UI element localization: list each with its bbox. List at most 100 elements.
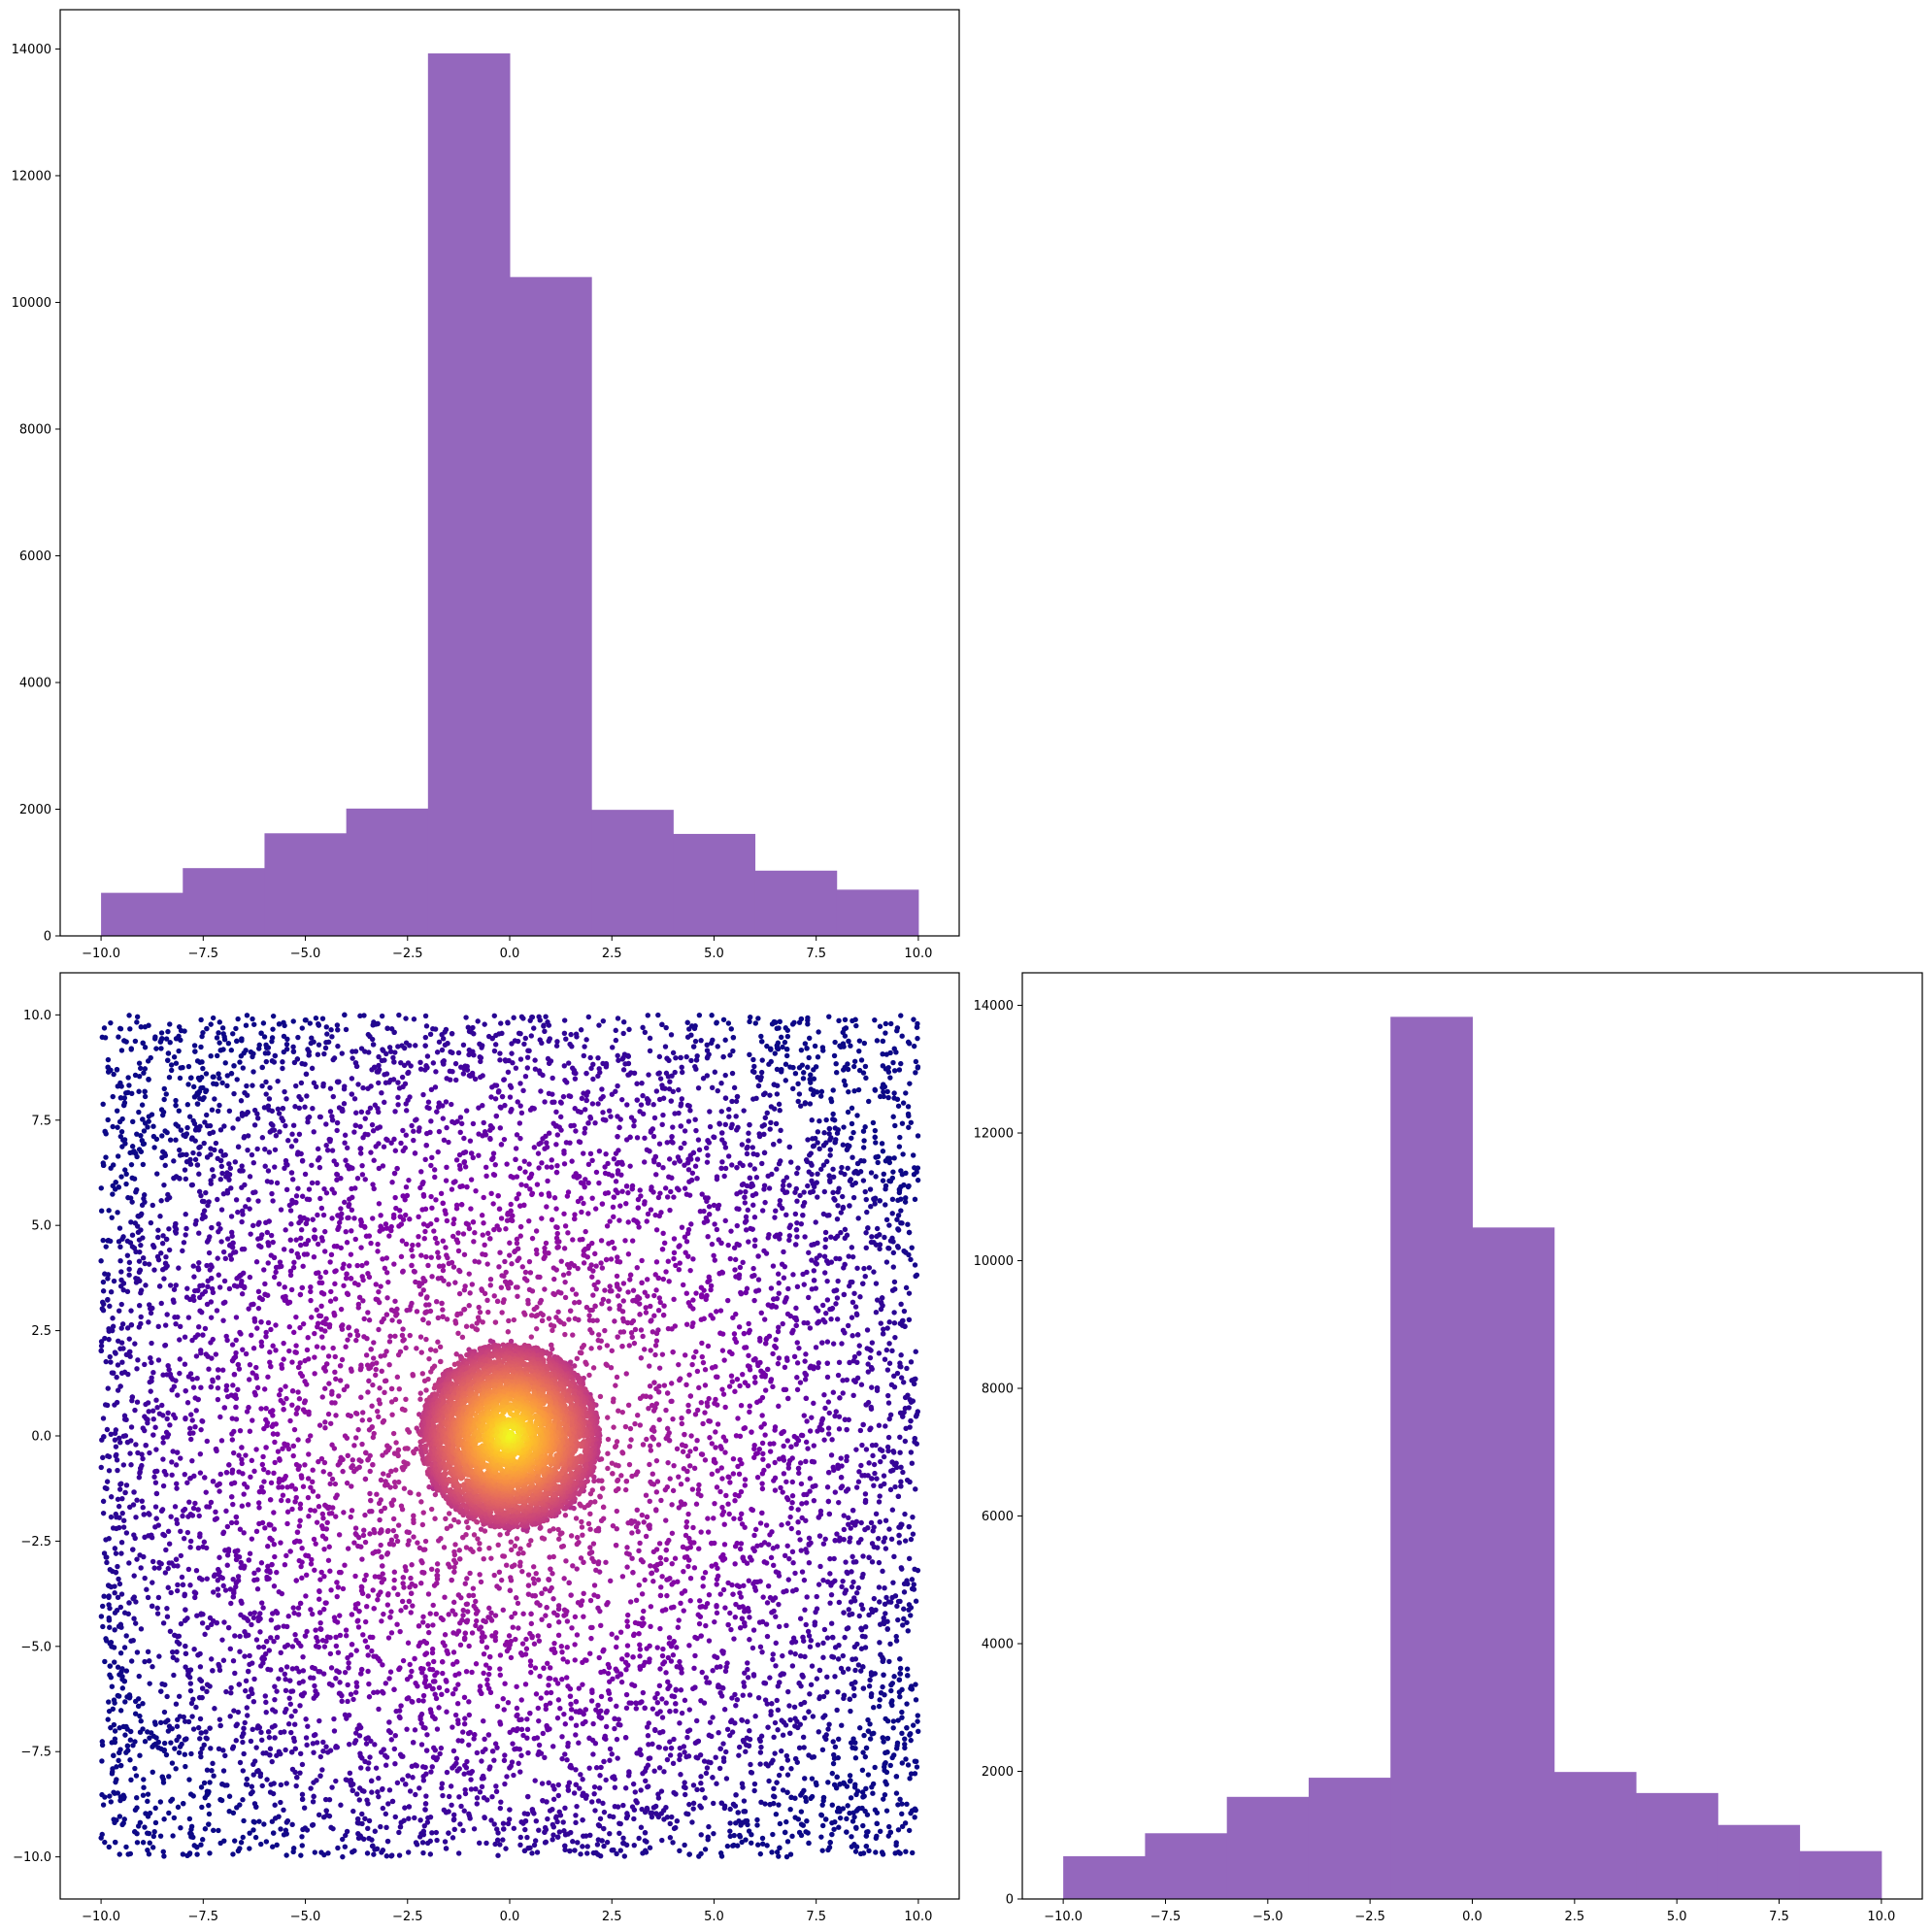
scatter-point [684, 1734, 690, 1741]
scatter-point [111, 1645, 117, 1650]
scatter-point [906, 1290, 913, 1296]
scatter-point [316, 1812, 322, 1818]
scatter-point [903, 1849, 909, 1854]
scatter-point [895, 1827, 902, 1833]
scatter-point [150, 1123, 156, 1129]
scatter-point [185, 1566, 192, 1573]
scatter-point [913, 1682, 918, 1687]
scatter-point [613, 1037, 619, 1044]
scatter-point [217, 1157, 224, 1164]
scatter-point [208, 1181, 214, 1186]
scatter-point [160, 1109, 167, 1116]
scatter-point [231, 1090, 237, 1097]
scatter-point [203, 1088, 209, 1095]
scatter-point [152, 1819, 159, 1826]
scatter-point [645, 1100, 651, 1106]
scatter-point [775, 1727, 781, 1733]
scatter-point [883, 1347, 890, 1353]
scatter-point [113, 1569, 119, 1576]
scatter-point [847, 1810, 852, 1816]
scatter-point [755, 1694, 762, 1701]
scatter-point [887, 1641, 893, 1648]
scatter-point [847, 1203, 852, 1209]
scatter-point [278, 1799, 283, 1806]
scatter-point [693, 1127, 699, 1134]
scatter-point [115, 1124, 120, 1130]
scatter-point [142, 1427, 148, 1434]
scatter-point [117, 1851, 122, 1857]
scatter-point [734, 1697, 741, 1703]
scatter-point [832, 1674, 838, 1680]
scatter-point [184, 1529, 191, 1536]
scatter-point [161, 1748, 167, 1754]
scatter-point [883, 1808, 890, 1814]
hist-x-ytick-label: 12000 [12, 169, 51, 183]
scatter-point [828, 1620, 835, 1626]
scatter-point [100, 1101, 106, 1107]
scatter-point [561, 1828, 567, 1834]
scatter-point [725, 1020, 732, 1026]
scatter-point [827, 1600, 833, 1606]
scatter-point [558, 1114, 564, 1120]
scatter-point [212, 1706, 217, 1712]
scatter-point [599, 1086, 605, 1092]
scatter-point [323, 1024, 329, 1030]
scatter-point [772, 1750, 778, 1756]
scatter-point [365, 1085, 371, 1091]
scatter-point [148, 1310, 154, 1316]
scatter-point [812, 1619, 818, 1625]
scatter-point [726, 1114, 732, 1119]
scatter-point [250, 1660, 255, 1666]
scatter-point [694, 1786, 700, 1793]
scatter-point [824, 1689, 830, 1695]
scatter-point [850, 1559, 857, 1565]
scatter-point [100, 1162, 107, 1168]
scatter-point [820, 1048, 826, 1053]
scatter-point [714, 1020, 719, 1026]
scatter-point [648, 1129, 654, 1135]
scatter-point [862, 1063, 869, 1070]
scatter-point [113, 1427, 119, 1433]
scatter-point [199, 1837, 206, 1843]
scatter-point [180, 1851, 186, 1857]
scatter-point [178, 1528, 183, 1535]
scatter-point [218, 1207, 225, 1213]
scatter-point [759, 1160, 765, 1167]
scatter-point [105, 1297, 111, 1303]
scatter-point [164, 1693, 170, 1700]
scatter-point [806, 1633, 813, 1639]
scatter-point [899, 1823, 906, 1830]
scatter-point [224, 1083, 230, 1089]
scatter-point [871, 1730, 877, 1737]
scatter-point [568, 1031, 574, 1038]
scatter-point [889, 1211, 895, 1216]
scatter-point [667, 1752, 674, 1758]
scatter-point [870, 1528, 876, 1534]
scatter-point [839, 1164, 845, 1171]
scatter-point [862, 1273, 868, 1280]
scatter-point [832, 1818, 838, 1825]
scatter-point [186, 1815, 193, 1822]
scatter-point [136, 1147, 143, 1152]
scatter-point [309, 1162, 315, 1168]
scatter-point [758, 1069, 765, 1076]
scatter-point [98, 1208, 105, 1214]
scatter-point [210, 1289, 217, 1295]
scatter-point [100, 1802, 107, 1808]
scatter-point [626, 1026, 632, 1033]
scatter-point [140, 1455, 146, 1462]
scatter-point [891, 1320, 898, 1326]
scatter-point [117, 1225, 123, 1231]
scatter-point [769, 1849, 775, 1855]
scatter-point [834, 1316, 841, 1322]
scatter-point [897, 1363, 903, 1370]
scatter-point [358, 1150, 364, 1156]
scatter-point [911, 1016, 916, 1022]
scatter-point [875, 1159, 881, 1166]
scatter-point [858, 1602, 865, 1608]
scatter-point [785, 1577, 791, 1582]
scatter-point [517, 1030, 523, 1037]
scatter-point [806, 1535, 813, 1541]
scatter-point [141, 1128, 148, 1134]
scatter-point [136, 1475, 143, 1481]
